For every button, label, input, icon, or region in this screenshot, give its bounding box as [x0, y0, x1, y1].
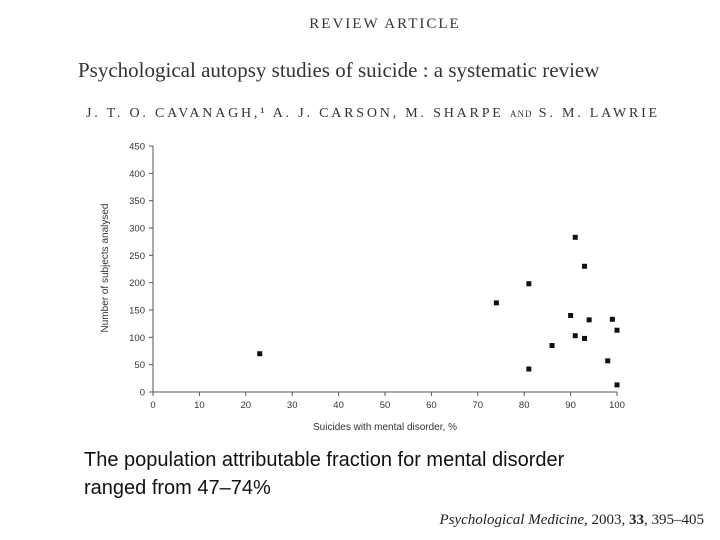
- scatter-chart: 0 50 100 150 200 250 300 350 400 450 0 10 20 30 40 50 60…: [100, 142, 625, 434]
- citation-volume: 33: [629, 512, 644, 528]
- x-tick-label: 10: [194, 400, 205, 411]
- x-tick-label: 70: [473, 400, 484, 411]
- slide-caption: The population attributable fraction for…: [84, 446, 704, 502]
- y-tick-label: 250: [129, 251, 145, 262]
- caption-line-2: ranged from 47–74%: [84, 477, 271, 499]
- data-point: [572, 333, 578, 339]
- x-tick-label: 80: [519, 400, 530, 411]
- y-tick-label: 150: [129, 306, 145, 317]
- data-point: [605, 358, 611, 364]
- data-point: [586, 317, 592, 323]
- x-tick-label: 90: [565, 400, 576, 411]
- data-point: [582, 263, 588, 269]
- data-point: [549, 343, 555, 349]
- citation-year: , 2003,: [584, 512, 629, 528]
- data-point: [526, 281, 532, 287]
- y-tick-label: 0: [140, 388, 145, 399]
- x-tick-label: 50: [380, 400, 391, 411]
- author-list: J. T. O. CAVANAGH,¹ A. J. CARSON, M. SHA…: [86, 106, 660, 122]
- x-tick-label: 40: [333, 400, 344, 411]
- citation-pages: , 395–405: [644, 512, 704, 528]
- x-axis-label: Suicides with mental disorder, %: [313, 422, 457, 433]
- journal-citation: Psychological Medicine, 2003, 33, 395–40…: [439, 512, 704, 529]
- data-point: [614, 327, 620, 333]
- data-point: [614, 382, 620, 388]
- y-tick-label: 200: [129, 278, 145, 289]
- y-tick-label: 450: [129, 142, 145, 153]
- x-tick-label: 100: [609, 400, 625, 411]
- x-tick-label: 60: [426, 400, 437, 411]
- x-tick-label: 0: [150, 400, 155, 411]
- y-tick-label: 50: [134, 360, 145, 371]
- article-type-label: REVIEW ARTICLE: [309, 16, 461, 32]
- caption-line-1: The population attributable fraction for…: [84, 449, 565, 471]
- data-point: [609, 316, 615, 322]
- x-tick-label: 30: [287, 400, 298, 411]
- y-tick-label: 400: [129, 169, 145, 180]
- authors-main: J. T. O. CAVANAGH,¹ A. J. CARSON, M. SHA…: [86, 106, 504, 121]
- authors-and: AND: [509, 109, 533, 119]
- data-point: [572, 234, 578, 240]
- data-point: [493, 300, 499, 306]
- article-title: Psychological autopsy studies of suicide…: [78, 58, 600, 82]
- x-tick-label: 20: [241, 400, 252, 411]
- authors-last: S. M. LAWRIE: [538, 106, 660, 121]
- citation-journal: Psychological Medicine: [439, 512, 584, 528]
- data-point: [582, 335, 588, 341]
- data-point: [526, 366, 532, 372]
- data-point: [568, 312, 574, 318]
- data-point: [257, 351, 263, 357]
- y-tick-label: 350: [129, 196, 145, 207]
- y-tick-label: 100: [129, 333, 145, 344]
- y-axis-label: Number of subjects analysed: [100, 204, 111, 333]
- y-tick-label: 300: [129, 224, 145, 235]
